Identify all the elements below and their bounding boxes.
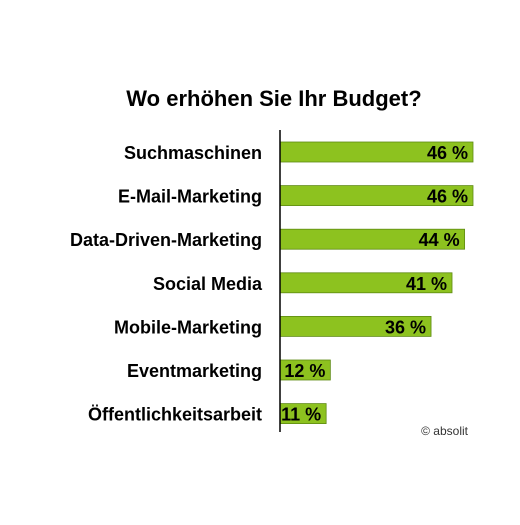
category-label: Social Media bbox=[153, 274, 263, 294]
chart-title: Wo erhöhen Sie Ihr Budget? bbox=[126, 86, 421, 111]
copyright-credit: © absolit bbox=[421, 424, 469, 438]
data-label: 12 % bbox=[284, 361, 325, 381]
data-label: 11 % bbox=[281, 405, 321, 425]
data-label: 41 % bbox=[406, 274, 447, 294]
bar-group: Mobile-Marketing 36 % bbox=[114, 315, 432, 337]
bar-group: Data-Driven-Marketing 44 % bbox=[70, 228, 466, 250]
category-label: Öffentlichkeitsarbeit bbox=[88, 405, 262, 425]
data-label: 46 % bbox=[427, 143, 468, 163]
bar-group: Social Media 41 % bbox=[153, 272, 453, 294]
data-label: 46 % bbox=[427, 187, 468, 207]
bar-group: E-Mail-Marketing 46 % bbox=[118, 185, 474, 207]
bars-layer: Suchmaschinen 46 % E-Mail-Marketing 46 % Dat… bbox=[70, 141, 474, 425]
category-label: Eventmarketing bbox=[127, 361, 262, 381]
category-label: Mobile-Marketing bbox=[114, 317, 262, 337]
bar-group: Eventmarketing 12 % bbox=[127, 359, 331, 381]
bar-group: Suchmaschinen 46 % bbox=[124, 141, 474, 163]
category-label: E-Mail-Marketing bbox=[118, 187, 262, 207]
data-label: 36 % bbox=[385, 317, 426, 337]
data-label: 44 % bbox=[419, 230, 460, 250]
category-label: Suchmaschinen bbox=[124, 143, 262, 163]
bar-group: Öffentlichkeitsarbeit 11 % bbox=[88, 403, 327, 425]
category-label: Data-Driven-Marketing bbox=[70, 230, 262, 250]
